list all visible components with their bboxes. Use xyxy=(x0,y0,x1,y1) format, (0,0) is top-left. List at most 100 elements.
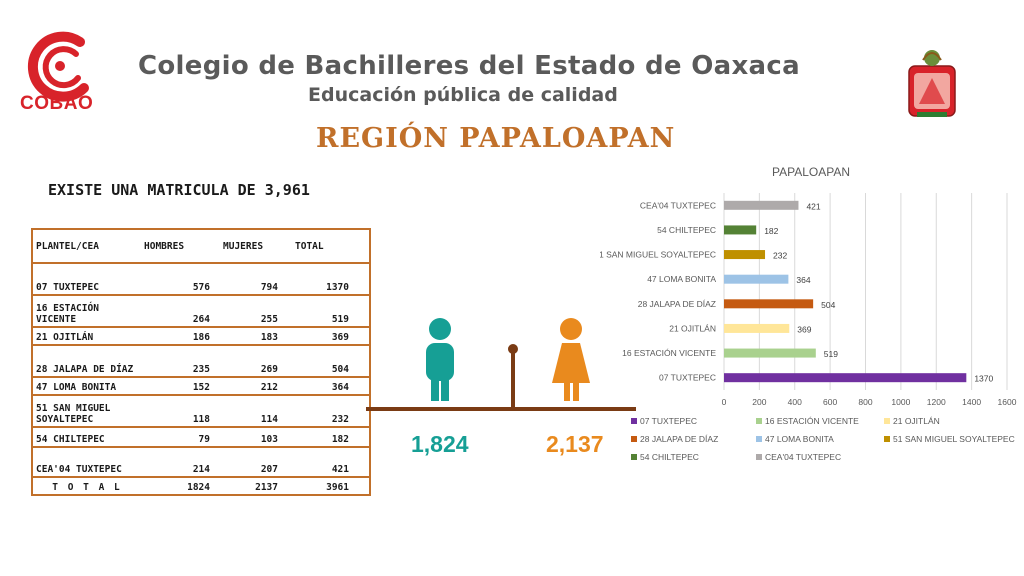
category-label: 07 TUXTEPEC xyxy=(659,373,716,383)
cell-total: 182 xyxy=(292,427,371,448)
table-row: 47 LOMA BONITA 152 212 364 xyxy=(32,377,371,396)
category-label: 28 JALAPA DE DÍAZ xyxy=(638,299,716,309)
women-count: 2,137 xyxy=(546,431,604,457)
bar xyxy=(724,348,816,358)
table-row: 16 ESTACIÓN VICENTE 264 255 519 xyxy=(32,295,371,328)
header-hombres: HOMBRES xyxy=(141,229,220,264)
x-tick-label: 1000 xyxy=(891,397,910,407)
cell-mujeres: 255 xyxy=(220,295,292,328)
legend-label: 07 TUXTEPEC xyxy=(640,416,697,426)
region-title: REGIÓN PAPALOAPAN xyxy=(316,123,676,154)
table-row: 51 SAN MIGUEL SOYALTEPEC 118 114 232 xyxy=(32,395,371,428)
enrollment-summary: EXISTE UNA MATRICULA DE 3,961 xyxy=(48,181,310,199)
cell-plantel: 16 ESTACIÓN VICENTE xyxy=(32,295,141,328)
legend-swatch xyxy=(756,454,762,460)
x-tick-label: 600 xyxy=(823,397,837,407)
header-mujeres: MUJERES xyxy=(220,229,292,264)
legend-label: 21 OJITLÁN xyxy=(893,416,940,426)
logo-text: COBAO xyxy=(20,93,94,114)
cell-hombres: 235 xyxy=(141,345,220,378)
table-row: 54 CHILTEPEC 79 103 182 xyxy=(32,427,371,448)
data-label: 421 xyxy=(806,201,820,211)
table-row: CEA'04 TUXTEPEC 214 207 421 xyxy=(32,447,371,478)
data-label: 504 xyxy=(821,300,835,310)
x-tick-label: 0 xyxy=(722,397,727,407)
x-tick-label: 1400 xyxy=(962,397,981,407)
x-tick-label: 800 xyxy=(858,397,872,407)
cell-hombres: 118 xyxy=(141,395,220,428)
legend-label: 16 ESTACIÓN VICENTE xyxy=(765,416,859,426)
cell-mujeres: 114 xyxy=(220,395,292,428)
data-label: 519 xyxy=(824,349,838,359)
oaxaca-emblem xyxy=(908,50,956,117)
cell-plantel: 21 OJITLÁN xyxy=(32,327,141,346)
legend-label: 47 LOMA BONITA xyxy=(765,434,834,444)
header-plantel: PLANTEL/CEA xyxy=(32,229,141,264)
cell-total: 232 xyxy=(292,395,371,428)
table-row: 28 JALAPA DE DÍAZ 235 269 504 xyxy=(32,345,371,378)
legend-label: CEA'04 TUXTEPEC xyxy=(765,452,841,462)
legend-label: 51 SAN MIGUEL SOYALTEPEC xyxy=(893,434,1015,444)
cell-hombres: 264 xyxy=(141,295,220,328)
cell-mujeres: 269 xyxy=(220,345,292,378)
x-tick-label: 1200 xyxy=(927,397,946,407)
cell-total: 364 xyxy=(292,377,371,396)
legend-swatch xyxy=(631,454,637,460)
bar xyxy=(724,323,790,333)
data-label: 364 xyxy=(796,275,810,285)
cell-hombres: 214 xyxy=(141,447,220,478)
total-total: 3961 xyxy=(292,477,371,496)
cell-hombres: 576 xyxy=(141,263,220,296)
category-label: 47 LOMA BONITA xyxy=(647,274,716,284)
cell-plantel: 07 TUXTEPEC xyxy=(32,263,141,296)
bar xyxy=(724,274,789,284)
man-icon xyxy=(426,318,454,401)
bar xyxy=(724,200,799,210)
total-hombres: 1824 xyxy=(141,477,220,496)
legend-swatch xyxy=(631,418,637,424)
cell-plantel: CEA'04 TUXTEPEC xyxy=(32,447,141,478)
gender-scale-illustration xyxy=(366,318,636,411)
page-subtitle: Educación pública de calidad xyxy=(308,84,618,106)
cell-plantel: 47 LOMA BONITA xyxy=(32,377,141,396)
men-count: 1,824 xyxy=(411,431,469,457)
legend-swatch xyxy=(884,436,890,442)
data-label: 369 xyxy=(797,324,811,334)
legend-swatch xyxy=(884,418,890,424)
cell-mujeres: 183 xyxy=(220,327,292,346)
legend-swatch xyxy=(756,418,762,424)
category-label: 21 OJITLÁN xyxy=(669,323,716,333)
cell-plantel: 54 CHILTEPEC xyxy=(32,427,141,448)
enrollment-table: PLANTEL/CEA HOMBRES MUJERES TOTAL 07 TUX… xyxy=(31,228,371,496)
category-label: CEA'04 TUXTEPEC xyxy=(640,200,716,210)
papaloapan-bar-chart: PAPALOAPAN 0 200 400 600 800 1000 1200 1400 1600… xyxy=(600,165,1017,462)
cell-mujeres: 103 xyxy=(220,427,292,448)
legend-label: 28 JALAPA DE DÍAZ xyxy=(640,434,718,444)
cell-mujeres: 794 xyxy=(220,263,292,296)
x-tick-label: 400 xyxy=(788,397,802,407)
legend-swatch xyxy=(631,436,637,442)
cell-mujeres: 212 xyxy=(220,377,292,396)
bar xyxy=(724,225,757,235)
table-row: 07 TUXTEPEC 576 794 1370 xyxy=(32,263,371,296)
data-label: 232 xyxy=(773,251,787,261)
data-label: 1370 xyxy=(974,374,993,384)
woman-icon xyxy=(552,318,590,401)
cell-total: 1370 xyxy=(292,263,371,296)
cell-total: 421 xyxy=(292,447,371,478)
cell-mujeres: 207 xyxy=(220,447,292,478)
table-row: 21 OJITLÁN 186 183 369 xyxy=(32,327,371,346)
category-label: 51 SAN MIGUEL SOYALTEPEC xyxy=(600,250,716,260)
cell-plantel: 28 JALAPA DE DÍAZ xyxy=(32,345,141,378)
total-label: T O T A L xyxy=(32,477,141,496)
bar xyxy=(724,299,814,309)
table-total-row: T O T A L 1824 2137 3961 xyxy=(32,477,371,496)
bar xyxy=(724,373,967,383)
x-tick-label: 1600 xyxy=(998,397,1017,407)
cell-hombres: 186 xyxy=(141,327,220,346)
cell-plantel: 51 SAN MIGUEL SOYALTEPEC xyxy=(32,395,141,428)
cell-hombres: 79 xyxy=(141,427,220,448)
total-mujeres: 2137 xyxy=(220,477,292,496)
chart-title: PAPALOAPAN xyxy=(772,165,850,179)
cell-total: 519 xyxy=(292,295,371,328)
